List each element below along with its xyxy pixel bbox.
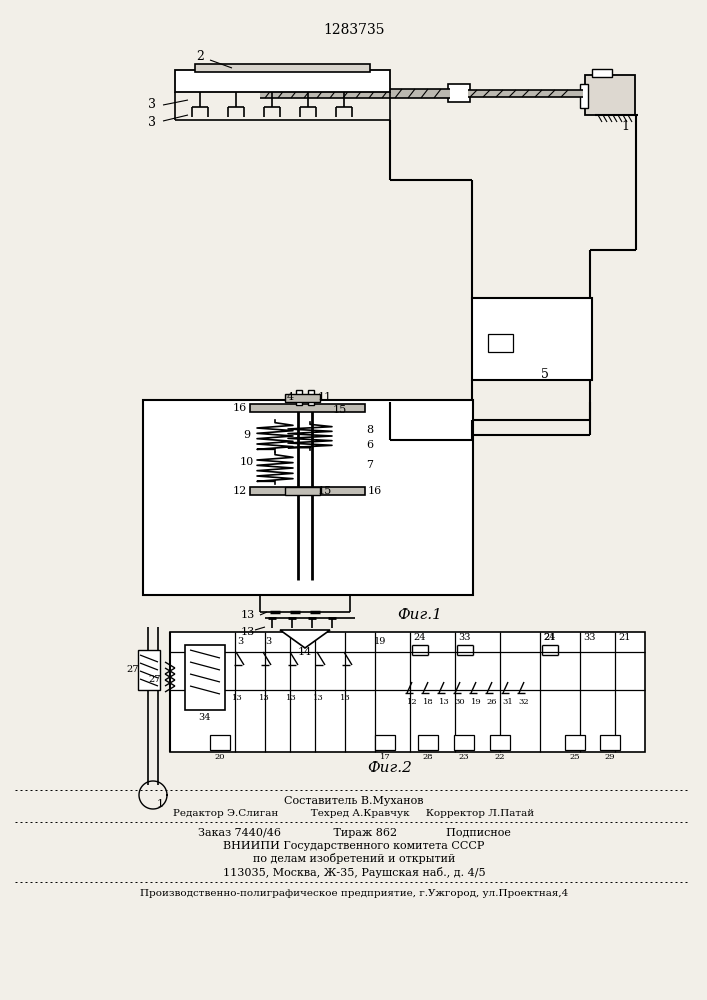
Bar bbox=[375, 735, 395, 750]
Text: 27: 27 bbox=[148, 676, 161, 684]
Text: 6: 6 bbox=[366, 440, 373, 450]
Bar bbox=[580, 84, 588, 108]
Text: 28: 28 bbox=[423, 753, 433, 761]
Bar bbox=[250, 487, 365, 495]
Text: 8: 8 bbox=[366, 425, 373, 435]
Bar bbox=[585, 75, 635, 115]
Text: 2: 2 bbox=[196, 50, 204, 64]
Text: 14: 14 bbox=[298, 647, 312, 657]
Text: Заказ 7440/46               Тираж 862              Подписное: Заказ 7440/46 Тираж 862 Подписное bbox=[197, 828, 510, 838]
Text: 25: 25 bbox=[570, 753, 580, 761]
Text: 24: 24 bbox=[414, 634, 426, 643]
Text: Составитель В.Муханов: Составитель В.Муханов bbox=[284, 796, 423, 806]
Polygon shape bbox=[280, 630, 330, 648]
Bar bbox=[454, 735, 474, 750]
Text: 3: 3 bbox=[148, 99, 156, 111]
Text: 15: 15 bbox=[333, 405, 347, 415]
Text: 27: 27 bbox=[127, 666, 139, 674]
Text: 13: 13 bbox=[232, 694, 243, 702]
Bar bbox=[472, 298, 592, 380]
Text: 17: 17 bbox=[380, 753, 390, 761]
Text: 13: 13 bbox=[339, 694, 351, 702]
Text: 15: 15 bbox=[318, 486, 332, 496]
Text: Фиг.2: Фиг.2 bbox=[368, 761, 412, 775]
Text: 113035, Москва, Ж-35, Раушская наб., д. 4/5: 113035, Москва, Ж-35, Раушская наб., д. … bbox=[223, 866, 485, 878]
Bar bbox=[185, 645, 225, 710]
Text: 13: 13 bbox=[241, 627, 255, 637]
Text: 13: 13 bbox=[312, 694, 323, 702]
Text: 16: 16 bbox=[233, 403, 247, 413]
Bar bbox=[296, 390, 302, 405]
Text: 16: 16 bbox=[368, 486, 382, 496]
Bar bbox=[418, 735, 438, 750]
Bar bbox=[600, 735, 620, 750]
Text: 3: 3 bbox=[148, 115, 156, 128]
Text: Производственно-полиграфическое предприятие, г.Ужгород, ул.Проектная,4: Производственно-полиграфическое предприя… bbox=[140, 888, 568, 898]
Bar bbox=[250, 404, 365, 412]
Text: по делам изобретений и открытий: по делам изобретений и открытий bbox=[253, 854, 455, 864]
Text: 18: 18 bbox=[423, 698, 433, 706]
Text: 12: 12 bbox=[407, 698, 417, 706]
Text: 33: 33 bbox=[584, 634, 596, 643]
Text: 26: 26 bbox=[486, 698, 497, 706]
Bar bbox=[565, 735, 585, 750]
Bar bbox=[488, 334, 513, 352]
Text: 13: 13 bbox=[286, 694, 296, 702]
Text: ВНИИПИ Государственного комитета СССР: ВНИИПИ Государственного комитета СССР bbox=[223, 841, 485, 851]
Text: 34: 34 bbox=[199, 712, 211, 722]
Bar bbox=[143, 400, 473, 595]
Text: 5: 5 bbox=[541, 368, 549, 381]
Text: 31: 31 bbox=[503, 698, 513, 706]
Text: 13: 13 bbox=[259, 694, 269, 702]
Text: 20: 20 bbox=[215, 753, 226, 761]
Text: 11: 11 bbox=[318, 392, 332, 402]
Text: 22: 22 bbox=[495, 753, 506, 761]
Text: 24: 24 bbox=[544, 634, 556, 643]
Text: Редактор Э.Слиган          Техред А.Кравчук     Корректор Л.Патай: Редактор Э.Слиган Техред А.Кравчук Корре… bbox=[173, 810, 534, 818]
Text: 10: 10 bbox=[240, 457, 254, 467]
Text: 4: 4 bbox=[286, 392, 293, 402]
Bar bbox=[285, 394, 320, 402]
Text: 30: 30 bbox=[455, 698, 465, 706]
Text: 1: 1 bbox=[156, 799, 163, 809]
Bar bbox=[195, 64, 370, 72]
Bar bbox=[308, 390, 314, 405]
Text: 21: 21 bbox=[619, 634, 631, 643]
Text: Фиг.1: Фиг.1 bbox=[397, 608, 443, 622]
Bar bbox=[592, 69, 612, 77]
Text: 32: 32 bbox=[519, 698, 530, 706]
Bar bbox=[138, 650, 160, 690]
Text: 9: 9 bbox=[243, 430, 250, 440]
Text: 3: 3 bbox=[237, 638, 243, 647]
Text: 19: 19 bbox=[471, 698, 481, 706]
Text: 1: 1 bbox=[621, 120, 629, 133]
Bar bbox=[448, 84, 470, 102]
Bar bbox=[170, 632, 645, 752]
Text: 3: 3 bbox=[265, 638, 271, 647]
Text: 13: 13 bbox=[241, 610, 255, 620]
Bar bbox=[175, 70, 390, 92]
Bar bbox=[210, 735, 230, 750]
Text: 7: 7 bbox=[366, 460, 373, 470]
Text: 19: 19 bbox=[374, 638, 386, 647]
Text: 13: 13 bbox=[438, 698, 450, 706]
Text: 33: 33 bbox=[459, 634, 472, 643]
Text: 12: 12 bbox=[233, 486, 247, 496]
Bar bbox=[468, 90, 583, 97]
Text: 1283735: 1283735 bbox=[323, 23, 385, 37]
Bar bbox=[490, 735, 510, 750]
Bar bbox=[260, 89, 450, 98]
Text: 23: 23 bbox=[459, 753, 469, 761]
Text: 29: 29 bbox=[604, 753, 615, 761]
Text: 21: 21 bbox=[544, 634, 556, 643]
Bar bbox=[285, 487, 320, 495]
